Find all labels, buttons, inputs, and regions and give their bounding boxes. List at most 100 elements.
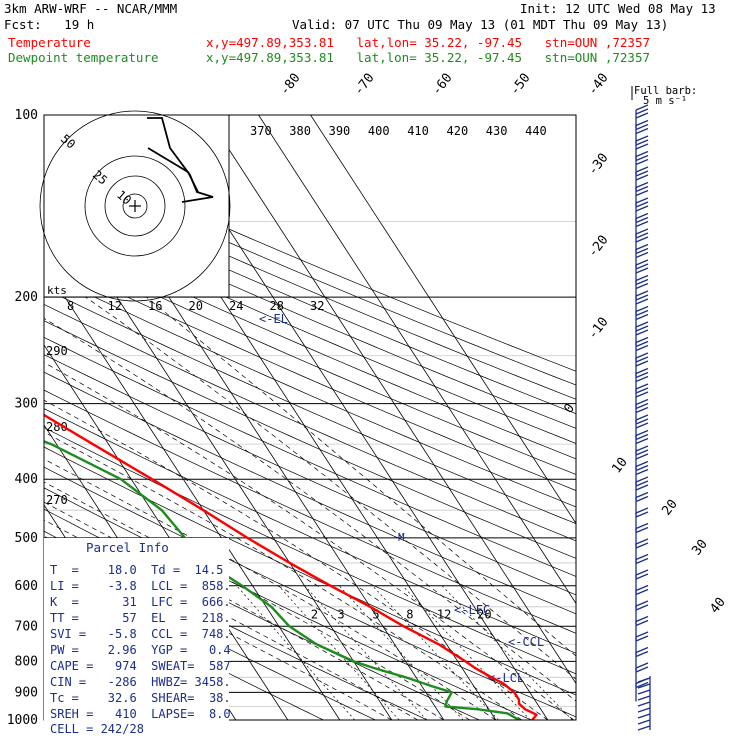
mixing-ratio-line	[236, 585, 355, 720]
theta-label: 400	[368, 124, 390, 138]
hodograph-ring	[122, 193, 148, 219]
isotherm-line	[206, 115, 576, 685]
dry-adiabat-line	[44, 446, 576, 696]
speed-tick-label: 8	[67, 299, 74, 313]
dewpoint-location-info: x,y=497.89,353.81 lat,lon= 35.22, -97.45…	[206, 50, 651, 65]
moist-adiabat-line	[44, 535, 392, 720]
moist-adiabat-line	[44, 431, 522, 720]
isotherm-label: -60	[429, 71, 455, 99]
dry-adiabat-line	[44, 320, 576, 559]
wind-barb-icon	[637, 701, 651, 707]
temperature-legend: Temperature	[8, 35, 91, 50]
hodograph-unit-label: kts	[47, 284, 67, 297]
hodograph-ring	[104, 175, 166, 237]
mixing-ratio-label: 3	[337, 607, 344, 621]
speed-tick-label: 24	[229, 299, 243, 313]
isotherm-label: -40	[585, 71, 611, 99]
speed-tick-label: 12	[108, 299, 122, 313]
theta-label: 420	[447, 124, 469, 138]
pressure-tick-label: 700	[15, 619, 38, 634]
dry-adiabat-line	[44, 242, 576, 475]
mixing-ratio-label: 20	[477, 607, 491, 621]
isotherm-label: -50	[507, 71, 533, 99]
wind-barb-icon	[637, 725, 651, 731]
dry-adiabat-line	[44, 272, 576, 508]
dry-adiabat-line	[44, 354, 576, 596]
pressure-tick-label: 600	[15, 579, 38, 594]
dry-adiabat-line	[44, 427, 576, 675]
moist-adiabat-line	[145, 296, 576, 657]
moist-adiabat-line	[44, 458, 496, 720]
ccl-marker-label: <-CCL	[508, 635, 544, 649]
isotherm-label: 40	[707, 595, 728, 617]
mixing-ratio-line	[304, 585, 427, 720]
speed-tick-label: 28	[270, 299, 284, 313]
parcel-row-t: T = 18.0 Td = 14.5	[50, 563, 224, 577]
lfc-marker-label: <-LFC	[454, 603, 490, 617]
parcel-row-cin: CIN = -286 HWBZ= 3458.	[50, 675, 231, 689]
wind-barb-icon	[637, 707, 651, 713]
dry-adiabat-line	[44, 389, 576, 634]
mixing-ratio-line	[372, 585, 499, 720]
isotherm-line	[44, 264, 341, 720]
dry-adiabat-line	[44, 336, 576, 577]
parcel-row-sreh: SREH = 410 LAPSE= 8.0	[50, 707, 231, 721]
isotherm-label: -10	[585, 315, 611, 343]
isotherm-label: -80	[277, 71, 303, 99]
speed-tick-label: 20	[189, 299, 203, 313]
dry-adiabat-line	[44, 466, 576, 718]
theta-label: 270	[46, 493, 68, 507]
pressure-tick-label: 200	[15, 290, 38, 305]
wind-barb-icon	[635, 476, 649, 500]
mixing-ratio-label: 12	[437, 607, 451, 621]
isotherm-label: -30	[585, 151, 611, 179]
mixing-ratio-label: 2	[311, 607, 318, 621]
isotherm-line	[310, 115, 576, 525]
wind-barb-icon	[635, 290, 649, 314]
dewpoint-legend: Dewpoint temperature	[8, 50, 159, 65]
dry-adiabat-line	[44, 371, 576, 615]
theta-label: 410	[407, 124, 429, 138]
mixing-ratio-line	[339, 585, 464, 720]
hodograph-trace	[147, 147, 199, 193]
isotherm-label: 10	[609, 455, 630, 477]
pressure-tick-label: 400	[15, 472, 38, 487]
isotherm-label: 30	[689, 537, 710, 559]
dry-adiabat-line	[44, 172, 576, 400]
mixing-ratio-line	[441, 585, 573, 720]
pressure-tick-label: 500	[15, 531, 38, 546]
parcel-row-pw: PW = 2.96 YGP = 0.4	[50, 643, 231, 657]
theta-label: 390	[329, 124, 351, 138]
pressure-tick-label: 100	[15, 108, 38, 123]
mixing-ratio-line	[402, 585, 531, 720]
parcel-row-cell: CELL = 242/28	[50, 722, 144, 736]
el-marker-label: <-EL	[259, 312, 288, 326]
dry-adiabat-line	[44, 199, 576, 429]
dry-adiabat-line	[44, 577, 324, 720]
theta-label: 280	[46, 420, 68, 434]
dry-adiabat-line	[44, 304, 576, 542]
parcel-info-panel: Parcel Info T = 18.0 Td = 14.5 LI = -3.8…	[44, 538, 231, 736]
wind-barb-icon	[637, 719, 651, 725]
isotherm-line	[258, 115, 576, 605]
wind-barb-icon	[637, 677, 651, 683]
barb-legend-value: 5 m s⁻¹	[643, 95, 687, 107]
theta-label: 430	[486, 124, 508, 138]
wind-barb-icon	[635, 197, 649, 221]
parcel-row-svi: SVI = -5.8 CCL = 748.	[50, 627, 231, 641]
parcel-row-k: K = 31 LFC = 666.	[50, 595, 231, 609]
pressure-tick-label: 900	[15, 685, 38, 700]
valid-time: Valid: 07 UTC Thu 09 May 13 (01 MDT Thu …	[292, 17, 669, 32]
dry-adiabat-line	[44, 158, 576, 386]
theta-label: 440	[525, 124, 547, 138]
isotherm-label: 20	[659, 497, 680, 519]
speed-tick-label: 16	[148, 299, 162, 313]
temperature-profile-line	[44, 413, 538, 720]
wind-barb-icon	[635, 367, 649, 392]
model-title: 3km ARW-WRF -- NCAR/MMM	[4, 1, 178, 16]
dry-adiabat-line	[44, 288, 576, 525]
barb-legend-title: Full barb:	[634, 85, 697, 97]
hodograph-ring	[84, 155, 186, 257]
theta-label: 290	[46, 344, 68, 358]
